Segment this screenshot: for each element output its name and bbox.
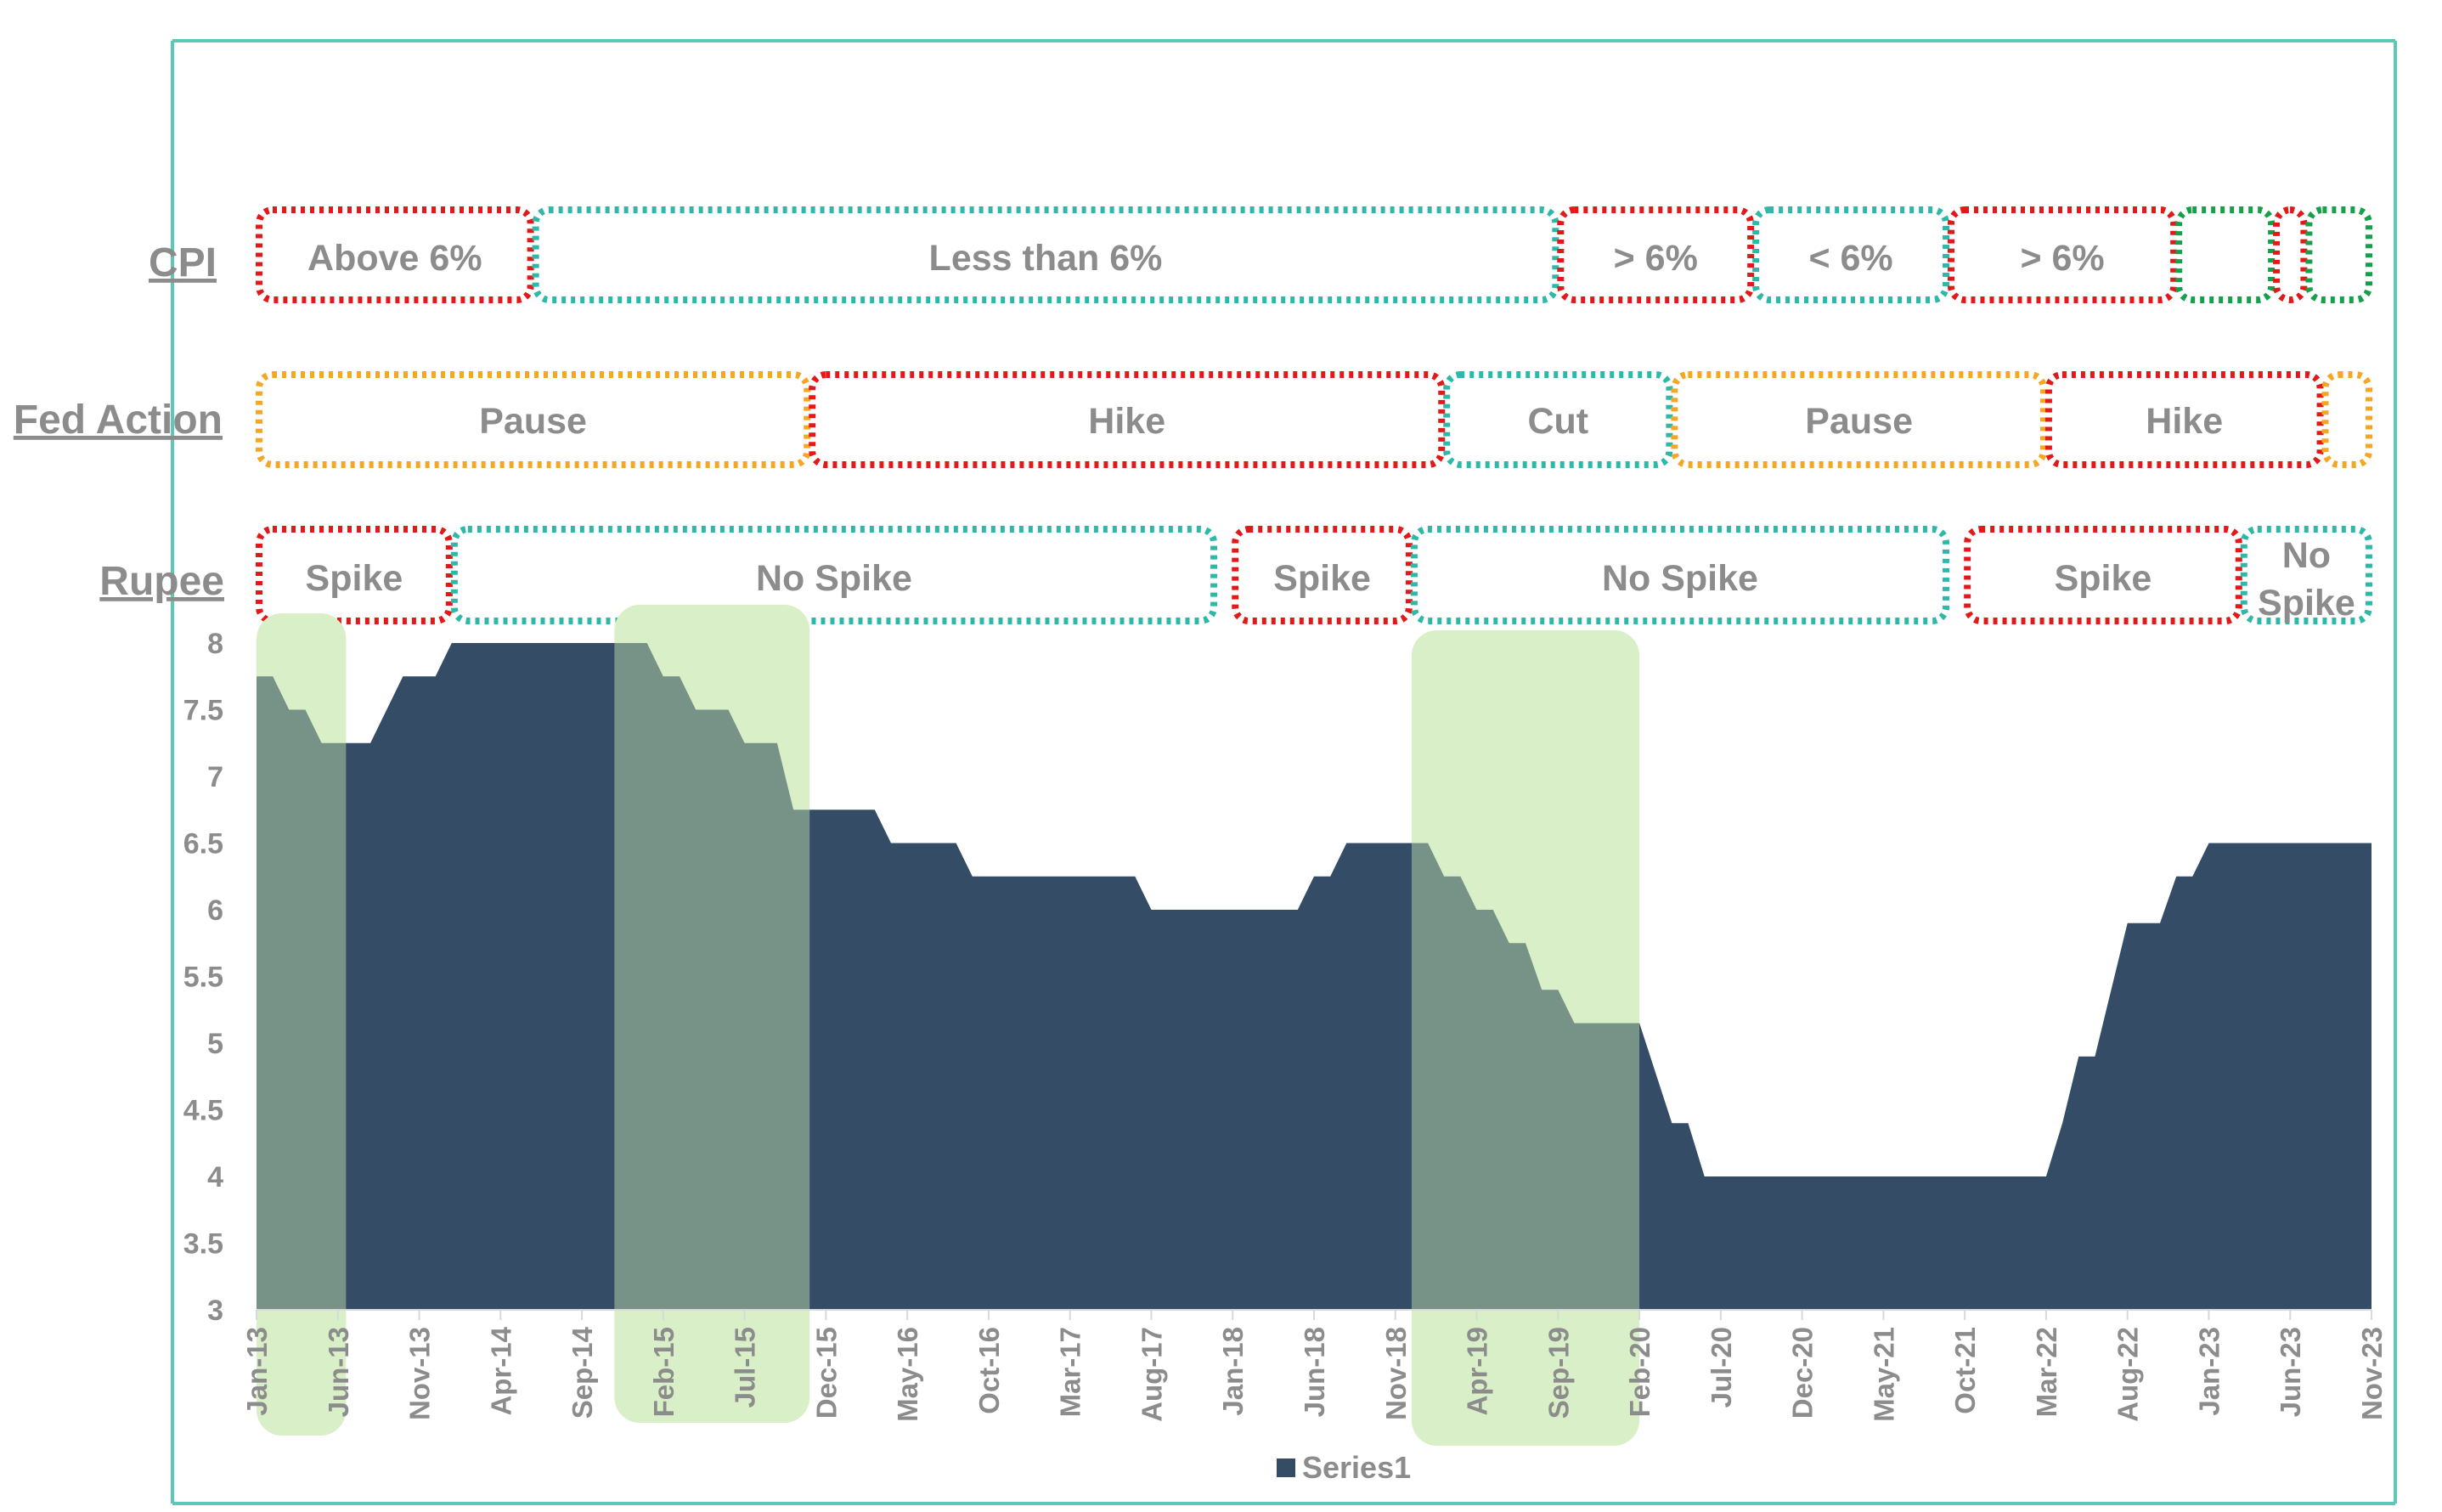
y-tick-label: 3 — [207, 1295, 223, 1327]
row-label-rupee: Rupee — [99, 559, 224, 604]
chart-frame — [171, 39, 2397, 1505]
y-tick-label: 6 — [207, 894, 223, 927]
row-label-fed-action: Fed Action — [14, 398, 223, 443]
x-tick-label: Apr-19 — [1462, 1327, 1493, 1416]
band-label-fed-action: Hike — [1088, 401, 1165, 442]
band-label-cpi: < 6% — [1808, 238, 1892, 279]
x-tick-label: Jun-23 — [2275, 1327, 2306, 1417]
highlight-overlay — [257, 613, 347, 1436]
x-tick-label: Jan-18 — [1217, 1327, 1249, 1416]
annotation-bands: Above 6% Less than 6% > 6% < 6% > 6% Pause Hik… — [256, 206, 2373, 624]
band-rupee — [2240, 526, 2373, 624]
band-label-rupee: No Spike — [1602, 558, 1758, 599]
y-tick-label: 4.5 — [183, 1095, 223, 1127]
x-tick-label: Jul-20 — [1706, 1327, 1737, 1408]
band-cpi — [532, 206, 1559, 303]
plot-area — [257, 643, 2372, 1310]
band-cpi — [1752, 206, 1949, 303]
x-tick-label: Mar-22 — [2031, 1327, 2062, 1417]
x-tick-label: Feb-15 — [648, 1327, 680, 1417]
y-tick-label: 7 — [207, 761, 223, 793]
band-label-fed-action: Pause — [1805, 401, 1913, 442]
series-area — [257, 643, 2372, 1310]
x-tick-label: Dec-20 — [1787, 1327, 1819, 1419]
band-label-rupee: Spike — [2055, 558, 2152, 599]
x-tick-label: Oct-21 — [1949, 1327, 1981, 1414]
band-cpi — [1557, 206, 1755, 303]
x-tick-label: Aug-17 — [1136, 1327, 1167, 1422]
y-tick-label: 3.5 — [183, 1228, 223, 1261]
x-tick-label: Sep-14 — [567, 1326, 598, 1419]
band-label-rupee: Spike — [306, 558, 403, 599]
x-tick-label: Aug-22 — [2112, 1327, 2144, 1422]
x-tick-label: Dec-15 — [810, 1327, 842, 1419]
y-tick-label: 8 — [207, 628, 223, 660]
band-label-cpi: Less than 6% — [929, 238, 1163, 279]
band-label-rupee: No Spike — [2258, 535, 2355, 623]
band-fed-action — [1671, 371, 2047, 468]
band-fed-action — [809, 371, 1446, 468]
y-axis: 3 3.5 4 4.5 5 5.5 6 6.5 7 7.5 8 — [183, 628, 223, 1327]
band-label-cpi: > 6% — [1614, 238, 1698, 279]
band-label-fed-action: Hike — [2146, 401, 2223, 442]
x-tick-label: Oct-16 — [973, 1327, 1005, 1414]
band-label-cpi: > 6% — [2020, 238, 2104, 279]
band-label-rupee: Spike — [1273, 558, 1371, 599]
band-label-fed-action: Pause — [479, 401, 587, 442]
highlight-overlays — [257, 605, 1640, 1446]
x-tick-label: Jan-23 — [2193, 1327, 2225, 1416]
band-label-fed-action: Cut — [1527, 401, 1588, 442]
y-tick-label: 6.5 — [183, 828, 223, 860]
band-fed-action — [2321, 371, 2373, 468]
band-fed-action — [2044, 371, 2324, 468]
band-label-cpi: Above 6% — [307, 238, 482, 279]
x-tick-label: Mar-17 — [1055, 1327, 1086, 1417]
band-label-rupee: No Spike — [756, 558, 912, 599]
legend-swatch — [1277, 1458, 1295, 1477]
band-rupee — [1964, 526, 2242, 624]
y-tick-label: 5.5 — [183, 962, 223, 994]
band-fed-action — [256, 371, 811, 468]
x-tick-label: Nov-23 — [2356, 1327, 2388, 1420]
x-tick-label: May-21 — [1868, 1327, 1899, 1422]
band-cpi — [2305, 206, 2372, 303]
y-tick-label: 4 — [207, 1161, 223, 1193]
band-rupee — [1410, 526, 1949, 624]
x-tick-label: May-16 — [892, 1327, 923, 1422]
x-tick-label: Sep-19 — [1542, 1327, 1574, 1419]
y-tick-label: 7.5 — [183, 695, 223, 727]
band-cpi — [2175, 206, 2276, 303]
x-tick-label: Apr-14 — [485, 1326, 516, 1415]
y-tick-label: 5 — [207, 1028, 223, 1060]
x-tick-label: Jul-15 — [730, 1327, 761, 1408]
highlight-overlay — [1411, 630, 1640, 1446]
band-rupee — [256, 526, 453, 624]
x-tick-label: Nov-18 — [1380, 1327, 1412, 1420]
x-tick-label: Jun-18 — [1299, 1327, 1330, 1417]
x-tick-label: Nov-13 — [404, 1327, 436, 1420]
band-cpi — [2273, 206, 2308, 303]
band-cpi — [256, 206, 534, 303]
legend-label: Series1 — [1302, 1450, 1411, 1485]
row-label-cpi: CPI — [149, 240, 217, 285]
x-tick-label: Feb-20 — [1624, 1327, 1655, 1417]
band-rupee — [1232, 526, 1413, 624]
x-tick-label: Jan-13 — [241, 1327, 273, 1416]
band-rupee — [450, 526, 1218, 624]
legend: Series1 — [1277, 1450, 1411, 1485]
x-axis: Jan-13 Jun-13 Nov-13 Apr-14 Sep-14 Feb-15 Jul-… — [241, 1309, 2388, 1422]
x-tick-label: Jun-13 — [323, 1327, 354, 1417]
highlight-overlay — [614, 605, 810, 1423]
